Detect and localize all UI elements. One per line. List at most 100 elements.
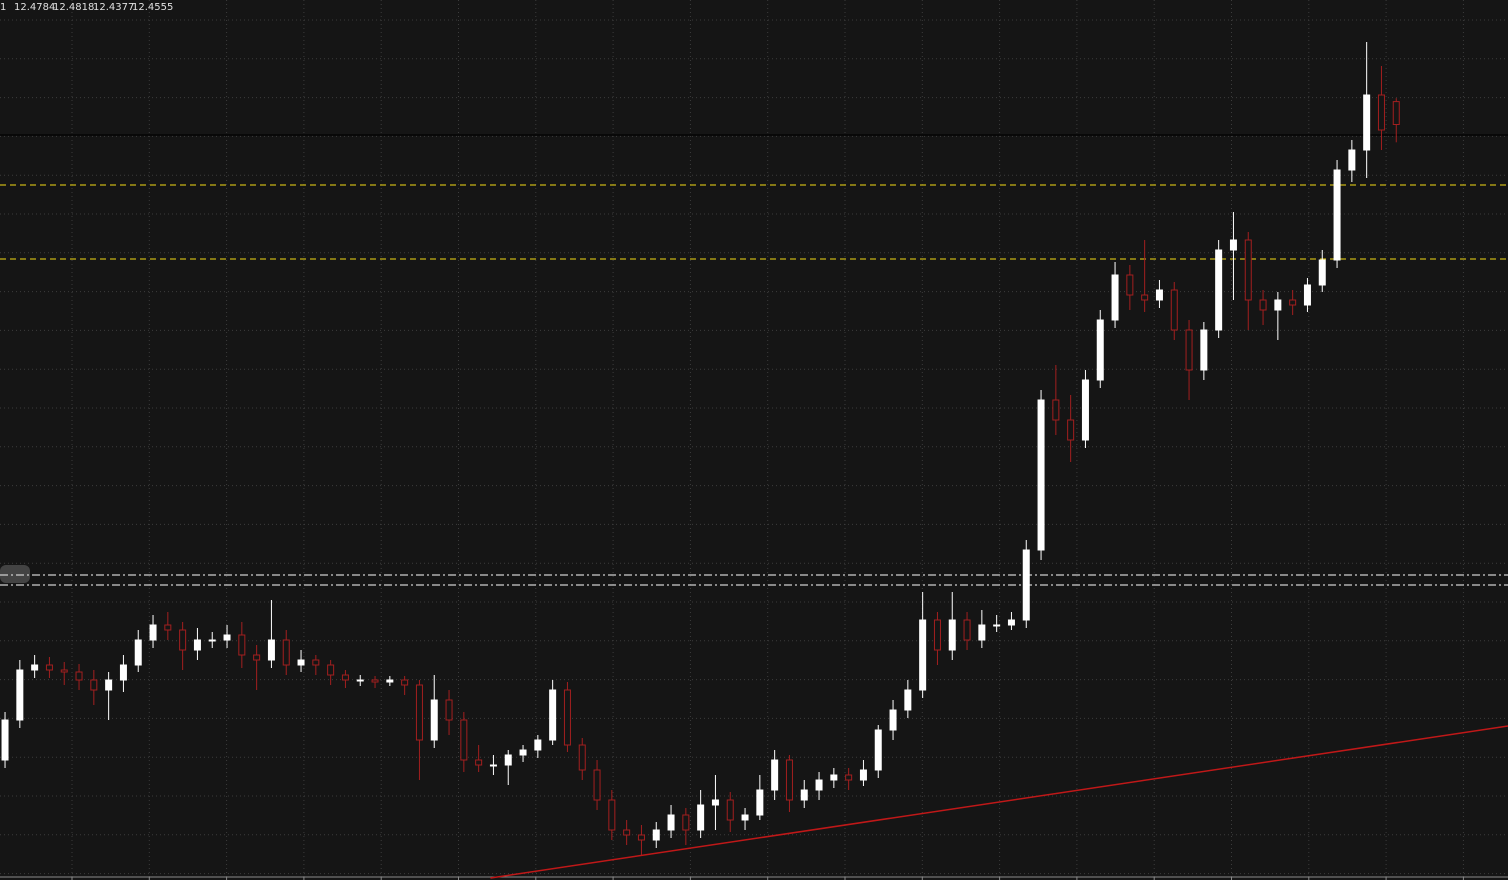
candle-body [179, 629, 187, 651]
candle-body [45, 664, 53, 671]
candle-body [845, 774, 853, 781]
candle-body [1318, 259, 1326, 286]
candle-body [371, 679, 379, 683]
candle-body [1392, 101, 1400, 125]
candle-body [1303, 284, 1311, 306]
candle-body [1377, 94, 1385, 131]
candle-body [830, 774, 838, 781]
candle-body [31, 664, 39, 671]
candle-body [1215, 249, 1223, 331]
candle-body [1081, 379, 1089, 441]
label-smudge [0, 565, 30, 583]
candle-body [208, 639, 216, 642]
candle-body [1096, 319, 1104, 381]
candle-body [963, 619, 971, 641]
candle-body [415, 684, 423, 741]
marks [0, 42, 1508, 879]
candle-body [1126, 274, 1134, 296]
candle-body [519, 749, 527, 756]
trend-line [490, 725, 1508, 879]
candle-body [756, 789, 764, 816]
candle-body [327, 664, 335, 676]
candle-body [667, 814, 675, 831]
header-low: 12.4377 [93, 2, 134, 13]
candle-body [593, 769, 601, 801]
candle-body [549, 689, 557, 741]
candle-body [874, 729, 882, 771]
candle-body [238, 634, 246, 656]
candle-body [1348, 149, 1356, 171]
candle-body [697, 804, 705, 831]
candle-body [563, 689, 571, 746]
candle-body [978, 624, 986, 641]
candle-body [815, 779, 823, 791]
candle-body [919, 619, 927, 691]
candle-body [267, 639, 275, 661]
candle-body [1229, 239, 1237, 251]
candle-body [800, 789, 808, 801]
candle-body [105, 679, 113, 691]
candle-body [1007, 619, 1015, 626]
candle-body [90, 679, 98, 691]
candle-body [608, 799, 616, 831]
candle-body [253, 654, 261, 661]
candle-body [578, 744, 586, 771]
candle-body [1111, 274, 1119, 321]
candle-body [637, 834, 645, 841]
candle-body [282, 639, 290, 666]
candle-body [1155, 289, 1163, 301]
candle-body [1141, 294, 1149, 301]
candle-body [993, 624, 1001, 627]
candle-body [164, 624, 172, 631]
header-high: 12.4818 [53, 2, 94, 13]
candle-body [445, 699, 453, 721]
candle-body [504, 754, 512, 766]
candle-body [948, 619, 956, 651]
candle-body [193, 639, 201, 651]
candle-body [356, 679, 364, 682]
candle-body [1022, 549, 1030, 621]
header-open: 12.4784 [14, 2, 55, 13]
candle-body [785, 759, 793, 801]
candle-body [401, 679, 409, 686]
candle-body [623, 829, 631, 836]
candle-body [149, 624, 157, 641]
candle-body [652, 829, 660, 841]
candle-body [711, 799, 719, 806]
candle-body [297, 659, 305, 666]
candle-body [859, 769, 867, 781]
candle-body [1244, 239, 1252, 301]
candle-body [312, 659, 320, 666]
candle-body [386, 679, 394, 683]
candle-body [1067, 419, 1075, 441]
candle-body [119, 664, 127, 681]
candle-body [771, 759, 779, 791]
candle-body [534, 739, 542, 751]
candle-body [16, 669, 24, 721]
candle-body [60, 669, 68, 673]
candle-body [134, 639, 142, 666]
candle-body [223, 634, 231, 641]
candle-body [489, 764, 497, 767]
candle-body [1052, 399, 1060, 421]
candle-body [341, 674, 349, 681]
header-close: 12.4555 [132, 2, 173, 13]
candle-body [430, 699, 438, 741]
candle-body [933, 619, 941, 651]
candle-body [1200, 329, 1208, 371]
candle-body [460, 719, 468, 761]
header-prefix: 1 [0, 2, 6, 13]
candle-body [682, 814, 690, 831]
candle-body [1274, 299, 1282, 311]
candle-body [1037, 399, 1045, 551]
candle-body [1170, 289, 1178, 331]
candle-body [1, 719, 9, 761]
candle-body [1259, 299, 1267, 311]
candle-body [904, 689, 912, 711]
candle-body [1333, 169, 1341, 261]
candle-body [1185, 329, 1193, 371]
